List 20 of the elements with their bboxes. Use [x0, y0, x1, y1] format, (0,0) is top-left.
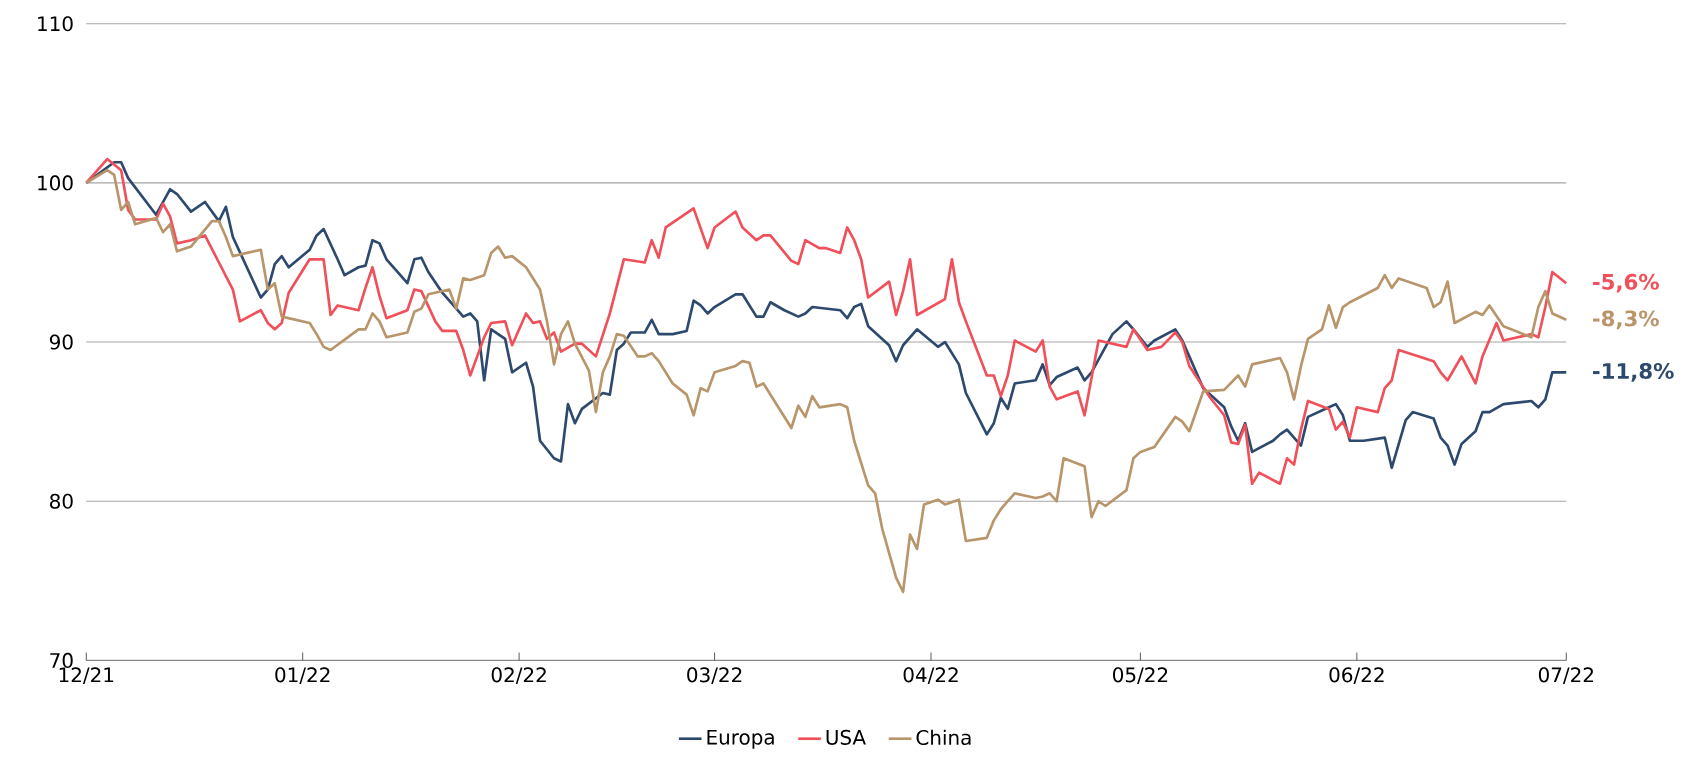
y-tick-label: 90: [49, 334, 73, 350]
x-tick-label: 03/22: [687, 667, 742, 684]
legend-label: Europa: [707, 729, 774, 749]
line-series: [84, 168, 1568, 594]
x-tick-label: 02/22: [491, 667, 546, 684]
legend-label: China: [916, 729, 971, 746]
x-tick-label: 04/22: [903, 667, 958, 684]
x-tick-label: 01/22: [275, 667, 330, 684]
x-tick-label: 06/22: [1329, 667, 1384, 684]
x-tick-label: 12/21: [59, 667, 114, 684]
y-tick-label: 110: [38, 16, 73, 32]
y-tick-label: 80: [50, 493, 73, 509]
x-tick-label: 05/22: [1113, 667, 1168, 684]
text: -11,8%: [1592, 362, 1674, 382]
y-tick-label: 100: [38, 175, 73, 191]
x-tick-label: 07/22: [1538, 667, 1593, 684]
text: -5,6%: [1592, 273, 1659, 293]
legend-label: USA: [826, 729, 866, 745]
y-tick-label: 70: [50, 652, 73, 668]
text: -8,3%: [1592, 310, 1659, 330]
